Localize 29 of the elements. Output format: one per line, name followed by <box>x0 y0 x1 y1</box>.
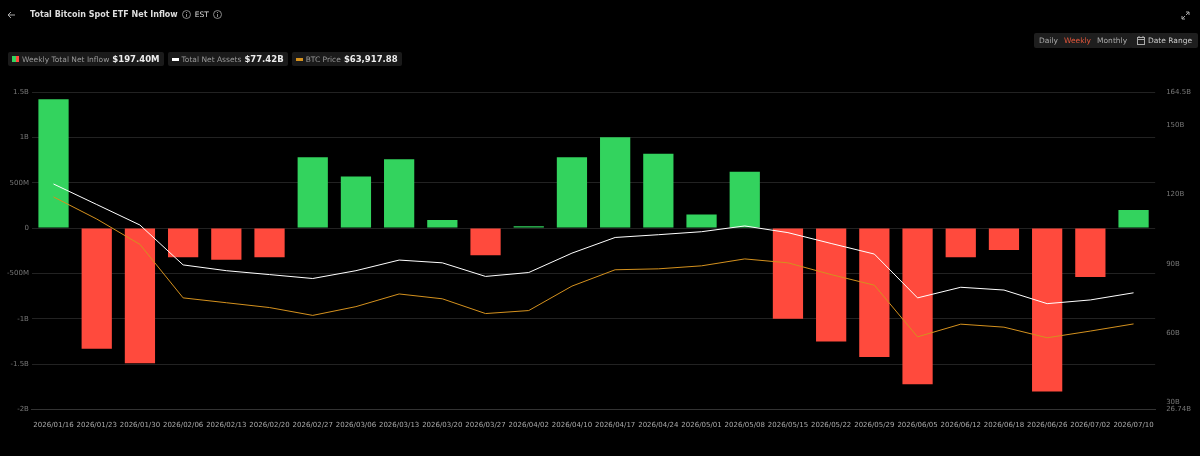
text: $77.42B <box>244 54 284 64</box>
bar <box>945 228 976 258</box>
bar <box>772 228 804 319</box>
bar <box>1075 228 1106 278</box>
bar <box>124 228 156 364</box>
text: $197.40M <box>112 54 160 64</box>
text: $63,917.88 <box>343 54 398 64</box>
bar <box>384 159 415 228</box>
bar <box>902 228 933 385</box>
bar <box>816 228 847 342</box>
bar <box>340 176 372 228</box>
bar <box>297 157 328 228</box>
bar <box>1032 228 1063 392</box>
bar <box>600 137 631 228</box>
bar <box>470 228 501 256</box>
bar <box>168 228 199 258</box>
bar <box>556 157 588 228</box>
bar <box>988 228 1020 250</box>
bar <box>686 214 717 228</box>
bar <box>427 219 458 228</box>
bar <box>859 228 890 357</box>
bar <box>81 228 112 349</box>
bar <box>729 171 760 228</box>
bar <box>254 228 285 258</box>
bar <box>643 153 674 228</box>
bar <box>1118 209 1149 228</box>
bar <box>38 99 69 228</box>
chart-title: Total Bitcoin Spot ETF Net Inflow <box>30 10 178 19</box>
bar <box>211 228 242 260</box>
